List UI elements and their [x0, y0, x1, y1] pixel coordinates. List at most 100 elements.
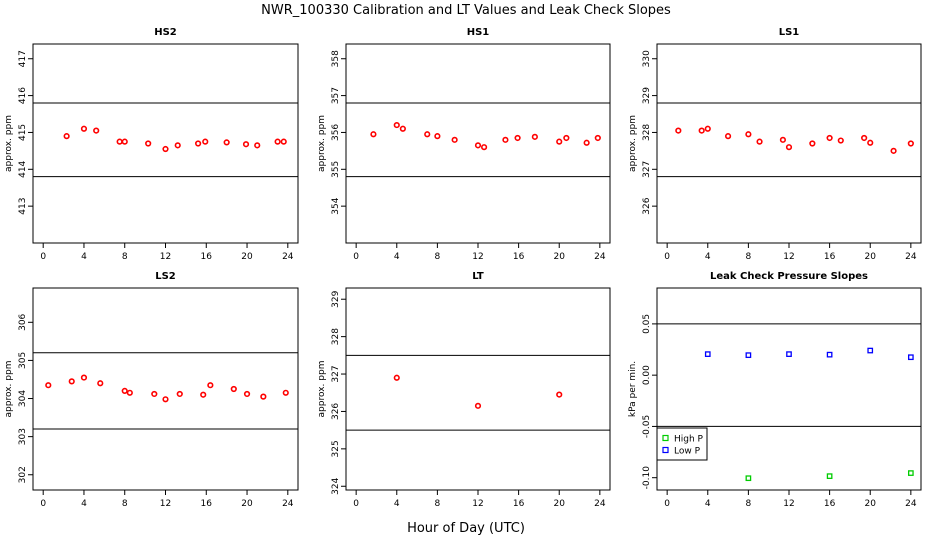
y-tick-label: 356	[331, 124, 341, 141]
y-tick-label: 326	[642, 197, 652, 214]
chart-panel: HS2 approx. ppm 0 4 8 12 16 20 24 413 414 415 416 417	[4, 27, 299, 262]
data-point	[68, 378, 75, 385]
data-point	[80, 125, 88, 132]
x-tick-label: 24	[905, 499, 917, 509]
figure-title: NWR_100330 Calibration and LT Values and…	[261, 3, 671, 18]
legend-marker	[662, 434, 669, 442]
x-tick-label: 16	[513, 499, 525, 509]
x-tick-label: 0	[40, 499, 46, 509]
panel-title: LS1	[779, 27, 800, 38]
x-tick-label: 8	[435, 252, 441, 262]
data-point	[480, 144, 488, 151]
data-point	[786, 351, 792, 357]
x-tick-label: 16	[513, 252, 525, 262]
x-tick-label: 4	[705, 499, 711, 509]
panel-title: HS2	[154, 27, 177, 38]
data-point	[451, 136, 458, 143]
y-tick-label: 413	[18, 198, 28, 215]
chart-panel: LS2 approx. ppm 0 4 8 12 16 20 24 302 303 304 305 306	[4, 271, 299, 509]
y-tick-label: 304	[18, 390, 28, 407]
x-tick-label: 8	[746, 499, 752, 509]
x-tick-label: 24	[594, 252, 606, 262]
data-point	[230, 385, 237, 393]
data-point	[63, 133, 70, 140]
chart-panel: LT approx. ppm 0 4 8 12 16 20 24 324 325 326 327 328 3…	[317, 271, 611, 509]
data-point	[97, 380, 104, 387]
data-point	[45, 382, 52, 389]
data-point	[280, 138, 287, 145]
data-point	[514, 134, 521, 142]
data-point	[556, 138, 563, 145]
data-point	[704, 125, 711, 132]
y-axis-label: kPa per min.	[628, 361, 638, 417]
y-axis-label: approx. ppm	[628, 115, 638, 172]
x-tick-label: 24	[905, 252, 917, 262]
data-point	[242, 141, 250, 148]
data-point	[826, 473, 833, 480]
data-point	[779, 136, 787, 143]
data-point	[809, 140, 816, 147]
x-tick-label: 4	[81, 252, 87, 262]
data-point	[837, 137, 844, 144]
data-point	[583, 139, 590, 146]
x-tick-label: 24	[282, 252, 294, 262]
legend-label: High P	[674, 435, 704, 445]
data-point	[594, 134, 601, 142]
data-point	[704, 351, 711, 357]
x-tick-label: 12	[472, 252, 483, 262]
y-tick-label: 305	[18, 352, 28, 369]
data-point	[563, 134, 570, 142]
y-tick-label: -0.10	[642, 466, 652, 490]
data-point	[282, 389, 289, 396]
chart-panel: HS1 approx. ppm 0 4 8 12 16 20 24 354 355 356 357 358	[317, 27, 611, 262]
y-tick-label: 306	[18, 313, 28, 330]
data-point	[370, 131, 377, 138]
panel-title: LS2	[155, 271, 176, 282]
x-tick-label: 8	[746, 252, 752, 262]
x-tick-label: 16	[201, 499, 213, 509]
x-tick-label: 4	[705, 252, 711, 262]
y-tick-label: 303	[18, 428, 28, 445]
data-point	[393, 374, 400, 381]
y-tick-label: 327	[642, 161, 652, 178]
data-point	[756, 138, 763, 145]
y-tick-label: 302	[18, 466, 28, 483]
data-point	[861, 134, 868, 142]
data-point	[502, 136, 509, 143]
data-point	[907, 354, 914, 361]
plot-frame	[656, 43, 922, 244]
data-point	[474, 142, 482, 149]
data-point	[867, 139, 874, 146]
data-point	[393, 121, 400, 129]
data-point	[80, 374, 88, 381]
y-tick-label: 354	[331, 197, 341, 214]
y-tick-label: 328	[642, 124, 652, 141]
data-point	[785, 144, 793, 151]
y-tick-label: 329	[642, 87, 652, 104]
plot-frame	[32, 287, 299, 491]
x-tick-label: 12	[472, 499, 483, 509]
x-tick-label: 4	[394, 499, 400, 509]
x-tick-label: 24	[594, 499, 606, 509]
y-tick-label: 417	[18, 50, 28, 67]
y-tick-label: 357	[331, 87, 341, 104]
y-tick-label: 325	[331, 440, 341, 457]
y-tick-label: 324	[331, 477, 341, 494]
data-point	[424, 131, 431, 138]
data-point	[474, 402, 482, 409]
x-tick-label: 4	[81, 499, 87, 509]
data-point	[200, 391, 207, 398]
x-tick-label: 0	[40, 252, 46, 262]
data-point	[745, 131, 752, 138]
x-tick-label: 8	[435, 499, 441, 509]
data-point	[145, 140, 152, 147]
data-point	[260, 393, 267, 400]
data-point	[907, 470, 914, 476]
panel-title: LT	[472, 271, 484, 282]
x-tick-label: 0	[353, 252, 359, 262]
y-tick-label: 355	[331, 161, 341, 178]
data-point	[826, 134, 833, 142]
x-tick-label: 0	[664, 252, 670, 262]
